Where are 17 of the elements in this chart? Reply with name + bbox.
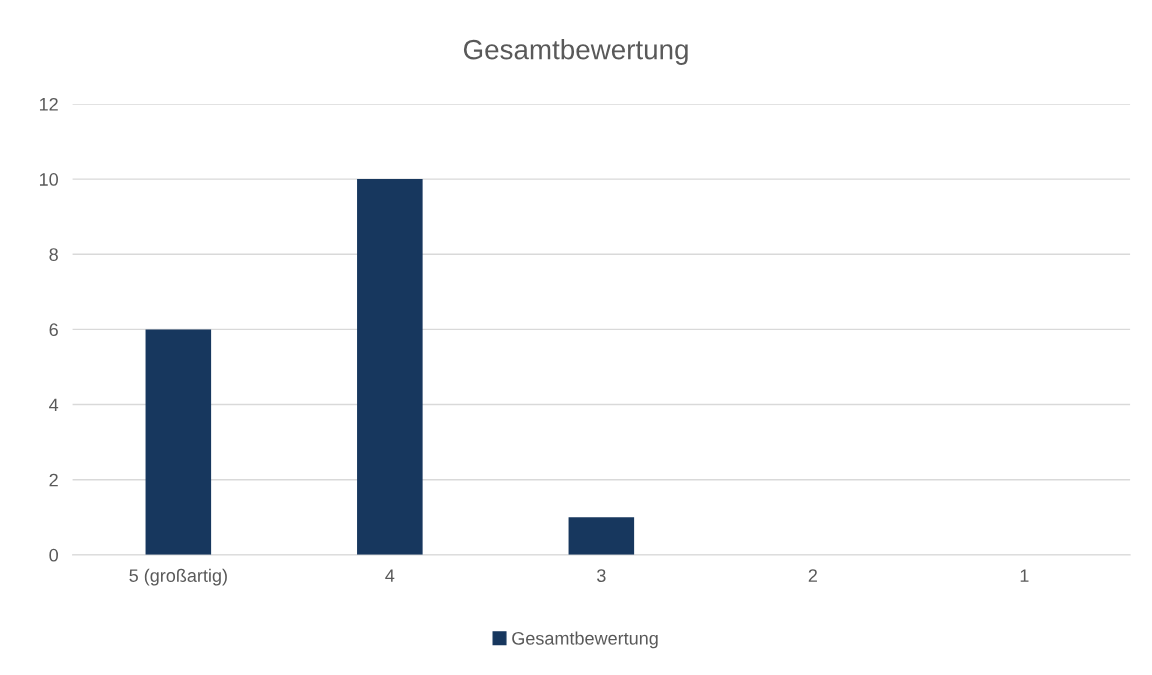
y-tick-label: 10	[39, 173, 58, 186]
bar	[357, 179, 423, 555]
y-tick-label: 12	[39, 97, 58, 111]
x-tick-label: 1	[1020, 569, 1029, 582]
y-tick-label: 4	[49, 398, 59, 412]
x-tick-label: 2	[808, 569, 817, 582]
y-tick-label: 2	[49, 473, 58, 487]
y-tick-label: 0	[49, 548, 58, 562]
x-tick-label: 5 (großartig)	[129, 568, 227, 586]
chart-title: Gesamtbewertung	[463, 39, 688, 65]
y-tick-label: 6	[49, 323, 58, 337]
legend-label: Gesamtbewertung	[512, 631, 658, 649]
x-tick-label: 4	[385, 569, 395, 582]
y-tick-label: 8	[49, 248, 58, 261]
bar	[568, 517, 635, 555]
bar	[145, 329, 212, 555]
x-tick-label: 3	[597, 569, 606, 582]
